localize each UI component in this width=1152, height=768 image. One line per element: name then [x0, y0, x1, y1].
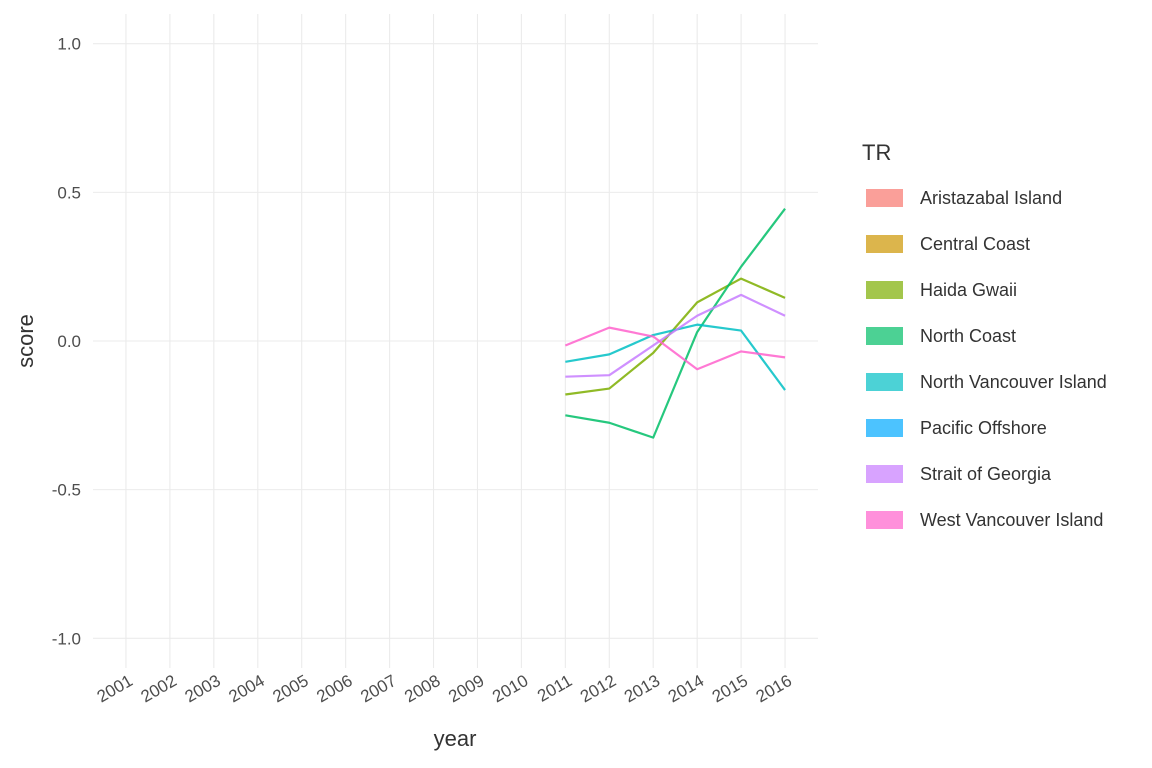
series-line-haida-gwaii: [565, 277, 786, 396]
legend-label: North Vancouver Island: [920, 372, 1107, 392]
series-line-north-coast: [565, 208, 786, 439]
x-tick-label: 2016: [753, 671, 795, 706]
y-tick-label: 0.0: [57, 332, 81, 351]
legend-swatch: [866, 189, 903, 207]
x-tick-label: 2010: [489, 671, 531, 706]
legend-label: West Vancouver Island: [920, 510, 1103, 530]
x-tick-label: 2003: [182, 671, 224, 706]
x-tick-label: 2004: [226, 671, 268, 706]
series-lines: [564, 208, 786, 439]
x-tick-label: 2015: [709, 671, 751, 706]
legend-swatch: [866, 327, 903, 345]
x-axis-ticks: 2001 2002 2003 2004 2005 2006 2007 2008 2009 2010…: [94, 671, 795, 706]
legend-item: Pacific Offshore: [866, 418, 1047, 438]
x-tick-label: 2002: [138, 671, 180, 706]
x-tick-label: 2005: [269, 671, 311, 706]
x-tick-label: 2006: [313, 671, 355, 706]
x-tick-label: 2008: [401, 671, 443, 706]
legend-label: North Coast: [920, 326, 1016, 346]
x-tick-label: 2011: [534, 671, 575, 706]
y-tick-label: -0.5: [52, 481, 81, 500]
y-axis-ticks: -1.0 -0.5 0.0 0.5 1.0: [52, 35, 81, 649]
x-tick-label: 2012: [577, 671, 619, 706]
legend-swatch: [866, 235, 903, 253]
legend-item: Haida Gwaii: [866, 280, 1017, 300]
x-tick-label: 2001: [94, 671, 136, 706]
x-axis-title: year: [434, 726, 477, 751]
legend-item: Central Coast: [866, 234, 1030, 254]
legend-label: Pacific Offshore: [920, 418, 1047, 438]
legend: TR Aristazabal Island Central Coast Haida …: [862, 140, 1107, 530]
x-tick-label: 2009: [445, 671, 487, 706]
grid: [93, 14, 818, 668]
legend-item: West Vancouver Island: [866, 510, 1103, 530]
legend-label: Haida Gwaii: [920, 280, 1017, 300]
x-tick-label: 2007: [357, 671, 399, 706]
legend-item: Aristazabal Island: [866, 188, 1062, 208]
legend-item: Strait of Georgia: [866, 464, 1052, 484]
series-line-strait-of-georgia: [565, 293, 786, 378]
legend-label: Aristazabal Island: [920, 188, 1062, 208]
y-tick-label: 1.0: [57, 35, 81, 54]
y-tick-label: -1.0: [52, 629, 81, 648]
series-line-west-vancouver-island: [564, 326, 786, 371]
x-tick-label: 2014: [665, 671, 707, 706]
legend-label: Central Coast: [920, 234, 1030, 254]
legend-swatch: [866, 511, 903, 529]
legend-swatch: [866, 419, 903, 437]
legend-item: North Coast: [866, 326, 1016, 346]
legend-swatch: [866, 373, 903, 391]
legend-swatch: [866, 465, 903, 483]
y-axis-title: score: [13, 314, 38, 368]
legend-item: North Vancouver Island: [866, 372, 1107, 392]
legend-title: TR: [862, 140, 891, 165]
series-line-north-vancouver-island: [565, 323, 786, 391]
x-tick-label: 2013: [621, 671, 663, 706]
legend-label: Strait of Georgia: [920, 464, 1052, 484]
y-tick-label: 0.5: [57, 183, 81, 202]
legend-swatch: [866, 281, 903, 299]
